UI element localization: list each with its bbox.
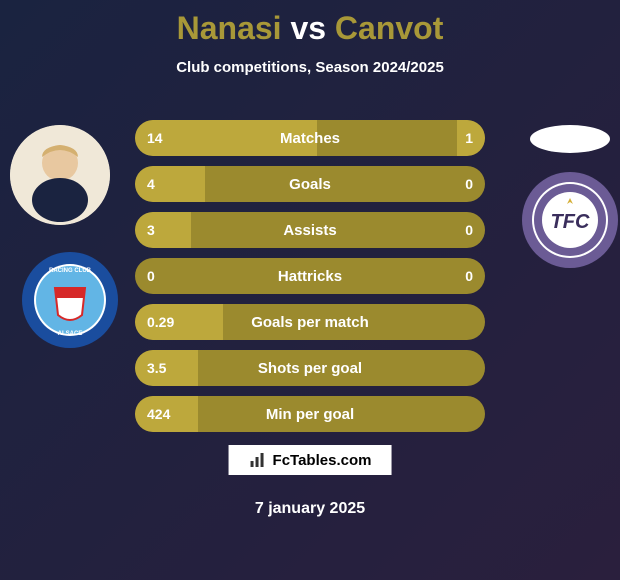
- stat-label: Matches: [135, 130, 485, 147]
- branding-badge: FcTables.com: [229, 445, 392, 475]
- vs-text: vs: [290, 10, 326, 46]
- svg-text:RACING CLUB: RACING CLUB: [49, 268, 92, 274]
- stat-value-right: 0: [465, 176, 473, 192]
- stat-row: 3.5Shots per goal: [135, 350, 485, 386]
- player1-avatar: [10, 125, 110, 225]
- date: 7 january 2025: [0, 500, 620, 518]
- stat-row: 14Matches1: [135, 120, 485, 156]
- player2-name: Canvot: [335, 10, 443, 46]
- club2-badge: TFC: [520, 170, 620, 270]
- svg-text:ALSACE: ALSACE: [58, 331, 83, 337]
- stat-row: 0Hattricks0: [135, 258, 485, 294]
- stat-row: 424Min per goal: [135, 396, 485, 432]
- player1-name: Nanasi: [177, 10, 282, 46]
- club1-badge: RACING CLUB ALSACE: [20, 250, 120, 350]
- stat-label: Assists: [135, 222, 485, 239]
- svg-text:TFC: TFC: [551, 211, 590, 233]
- stat-value-right: 0: [465, 222, 473, 238]
- stat-label: Goals: [135, 176, 485, 193]
- player1-avatar-container: [10, 125, 110, 225]
- stat-value-right: 0: [465, 268, 473, 284]
- stat-row: 0.29Goals per match: [135, 304, 485, 340]
- stat-row: 3Assists0: [135, 212, 485, 248]
- stat-label: Goals per match: [135, 314, 485, 331]
- player2-avatar: [530, 125, 610, 153]
- stat-value-right: 1: [465, 130, 473, 146]
- player2-avatar-container: [530, 125, 610, 153]
- stat-label: Hattricks: [135, 268, 485, 285]
- stat-label: Shots per goal: [135, 360, 485, 377]
- branding-text: FcTables.com: [273, 452, 372, 469]
- stat-row: 4Goals0: [135, 166, 485, 202]
- subtitle: Club competitions, Season 2024/2025: [0, 59, 620, 76]
- stats-table: 14Matches14Goals03Assists00Hattricks00.2…: [135, 120, 485, 442]
- chart-icon: [249, 451, 267, 469]
- comparison-title: Nanasi vs Canvot: [0, 0, 620, 47]
- stat-label: Min per goal: [135, 406, 485, 423]
